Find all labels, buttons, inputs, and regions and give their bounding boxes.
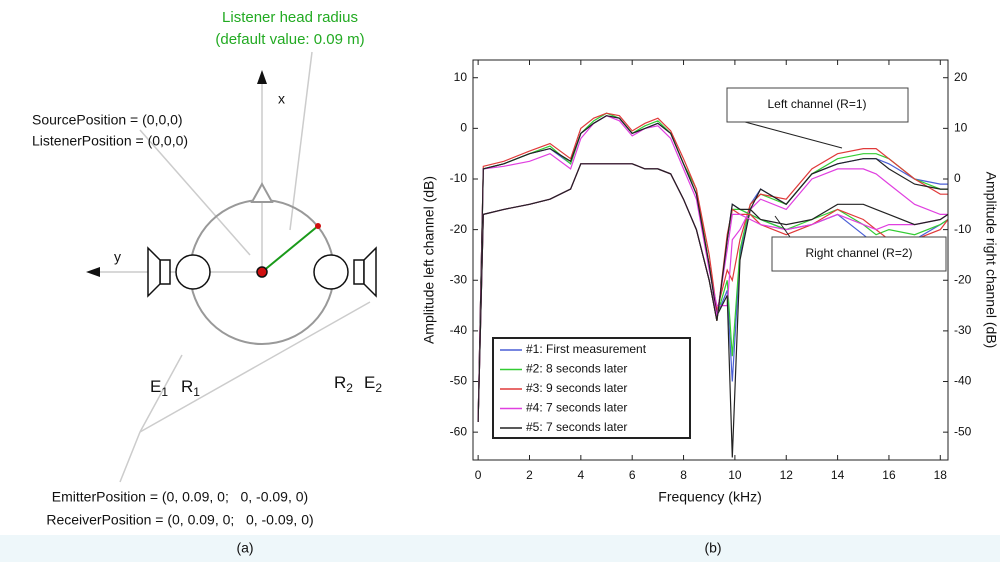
annotation: Right channel (R=2) <box>805 246 912 260</box>
annotation-arrow <box>744 121 843 149</box>
y2-tick-label: -30 <box>954 323 972 337</box>
axis-label: x <box>278 91 285 107</box>
y-tick-label: -60 <box>450 424 468 438</box>
y2-tick-label: -50 <box>954 424 972 438</box>
arrowhead <box>86 267 100 277</box>
letter: E <box>150 377 161 396</box>
plot-area <box>477 112 948 458</box>
letter: E <box>364 373 375 392</box>
y-tick-label: 0 <box>460 121 467 135</box>
pointer-line <box>139 129 251 256</box>
axis-label: y <box>114 249 121 265</box>
radius-line <box>261 225 319 273</box>
speaker <box>363 246 377 298</box>
speaker <box>353 259 365 285</box>
y2-tick-label: -40 <box>954 374 972 388</box>
center-dot <box>256 266 268 278</box>
arrowhead <box>257 70 267 84</box>
y2-tick-label: -10 <box>954 222 972 236</box>
letter: R <box>334 373 346 392</box>
diagram <box>86 51 377 483</box>
line-series <box>477 112 948 423</box>
x-tick-label: 12 <box>780 468 794 482</box>
y-tick-label: -10 <box>450 171 468 185</box>
x-tick-label: 0 <box>475 468 482 482</box>
index: 1 <box>161 385 168 399</box>
x-tick-label: 16 <box>882 468 896 482</box>
index: 2 <box>346 381 353 395</box>
pointer-line <box>119 431 141 483</box>
ear <box>175 254 211 290</box>
radius-label: (default value: 0.09 m) <box>215 31 364 48</box>
axes-box <box>472 59 949 461</box>
y-tick-label: -30 <box>450 272 468 286</box>
index: 2 <box>375 381 382 395</box>
y-axis-label: Amplitude left channel (dB) <box>421 176 437 344</box>
position-label: ReceiverPosition = (0, 0.09, 0; 0, -0.09… <box>46 512 313 528</box>
legend-label: #1: First measurement <box>526 342 647 356</box>
legend <box>492 337 691 439</box>
node-label: E2 <box>364 373 382 395</box>
x-tick-label: 8 <box>680 468 687 482</box>
position-label: EmitterPosition = (0, 0.09, 0; 0, -0.09,… <box>52 489 308 505</box>
x-tick-label: 10 <box>728 468 742 482</box>
position-label: ListenerPosition = (0,0,0) <box>32 133 188 149</box>
caption: (a) <box>236 540 253 556</box>
x-tick-label: 18 <box>934 468 948 482</box>
speaker <box>159 259 171 285</box>
annotation-box <box>771 236 947 272</box>
annotation-box <box>726 87 909 123</box>
x-tick-label: 14 <box>831 468 845 482</box>
line-series <box>477 115 948 423</box>
letter: R <box>181 377 193 396</box>
radius-label: Listener head radius <box>222 9 358 26</box>
y2-tick-label: -20 <box>954 272 972 286</box>
x-tick-label: 4 <box>577 468 584 482</box>
y-tick-label: -40 <box>450 323 468 337</box>
y2-axis-label: Amplitude right channel (dB) <box>983 172 999 349</box>
legend-label: #4: 7 seconds later <box>526 401 627 415</box>
x-axis-label: Frequency (kHz) <box>658 489 761 505</box>
speaker <box>147 246 161 298</box>
pointer-line <box>139 301 371 433</box>
x-tick-label: 2 <box>526 468 533 482</box>
y2-tick-label: 20 <box>954 70 968 84</box>
pointer-line <box>139 354 183 433</box>
line-series <box>477 163 948 423</box>
y2-tick-label: 0 <box>954 171 961 185</box>
legend-label: #2: 8 seconds later <box>526 362 627 376</box>
caption-band <box>0 535 1000 562</box>
nose <box>250 181 274 203</box>
ear <box>313 254 349 290</box>
node-label: R1 <box>181 377 200 399</box>
legend-label: #5: 7 seconds later <box>526 420 627 434</box>
legend-label: #3: 9 seconds later <box>526 381 627 395</box>
x-tick-label: 6 <box>629 468 636 482</box>
y-tick-label: -20 <box>450 222 468 236</box>
node-label: E1 <box>150 377 168 399</box>
radius-dot <box>315 223 321 229</box>
y-tick-label: -50 <box>450 374 468 388</box>
y2-tick-label: 10 <box>954 121 968 135</box>
y-tick-label: 10 <box>454 70 468 84</box>
position-label: SourcePosition = (0,0,0) <box>32 112 183 128</box>
index: 1 <box>193 385 200 399</box>
annotation-arrow <box>774 215 791 238</box>
caption: (b) <box>704 540 721 556</box>
line-series <box>477 115 948 458</box>
node-label: R2 <box>334 373 353 395</box>
pointer-line <box>289 51 313 231</box>
annotation: Left channel (R=1) <box>767 97 866 111</box>
